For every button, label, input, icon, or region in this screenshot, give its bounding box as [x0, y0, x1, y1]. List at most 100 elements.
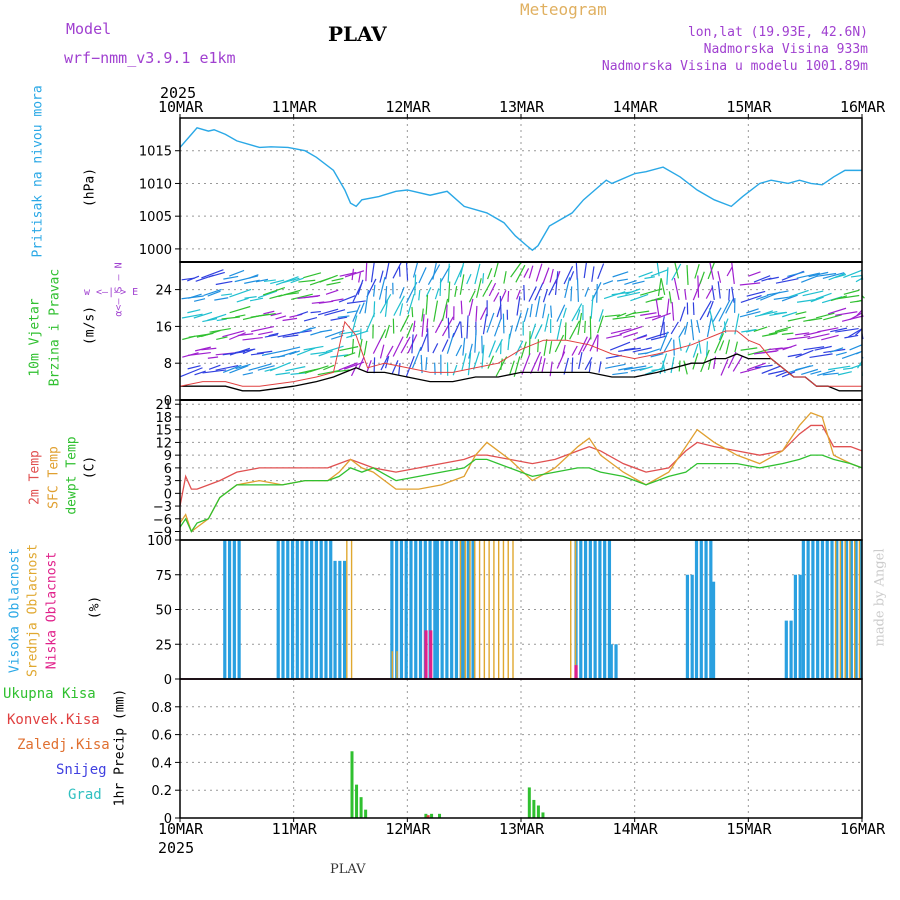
wind-arrow: [740, 347, 758, 351]
y-tick-label: 0: [164, 673, 172, 688]
wind-arrow: [215, 365, 239, 371]
wind-arrow: [644, 348, 660, 355]
wind-arrow: [596, 334, 599, 352]
wind-arrow: [303, 272, 322, 279]
wind-arrow: [807, 333, 830, 340]
wind-arrow: [365, 312, 376, 332]
x-tick-label: 15MAR: [726, 820, 772, 838]
y-tick-label: 100: [147, 534, 172, 549]
cloud-bar-high: [614, 644, 618, 679]
cloud-bar-low: [424, 630, 428, 679]
wind-arrow: [282, 334, 299, 338]
cloud-bar-high: [593, 540, 597, 679]
wind-arrow: [843, 269, 863, 279]
wind-arrow: [686, 265, 689, 285]
wind-arrow: [282, 277, 300, 284]
y-tick-label: 50: [155, 604, 172, 619]
dewpt-line: [179, 454, 863, 533]
wind-arrow: [619, 325, 643, 335]
wind-arrow: [817, 327, 839, 333]
wind-arrow: [584, 287, 590, 297]
wind-arrow: [655, 298, 660, 317]
wind-arrow: [324, 330, 345, 339]
wind-arrow: [418, 289, 421, 301]
wind-arrow: [499, 295, 502, 320]
model-altitude: Nadmorska Visina u modelu 1001.89m: [601, 59, 868, 74]
precip-snow-label: Snijeg: [56, 762, 107, 778]
wind-arrow: [535, 263, 543, 282]
precip-bar-total: [536, 805, 540, 818]
wind-arrow: [632, 280, 645, 285]
wind-arrow: [468, 298, 474, 316]
x-tick-label: 12MAR: [385, 98, 431, 116]
wind-arrow: [534, 282, 544, 301]
wind-arrow: [433, 300, 439, 322]
wind-arrow: [326, 281, 341, 286]
wind-arrow: [530, 351, 541, 374]
wind-arrow: [781, 294, 798, 302]
cloud-bar-high: [281, 540, 285, 679]
wind-arrow: [810, 370, 822, 375]
wind-arrow: [269, 361, 291, 372]
wind-arrow: [616, 312, 627, 318]
wind-arrow: [488, 282, 497, 297]
wind-arrow: [493, 318, 502, 337]
cloud-bar-high: [839, 540, 844, 679]
wind-arrow: [640, 312, 657, 316]
wind-arrow: [201, 329, 221, 338]
wind-arrow: [324, 309, 346, 316]
wind-arrow: [418, 267, 427, 284]
wind-arrow: [754, 310, 778, 318]
wind-arrow: [856, 299, 863, 303]
wind-arrow: [630, 293, 649, 302]
wind-arrow: [541, 357, 546, 374]
wind-arrow: [229, 269, 245, 277]
cloud-bar-high: [609, 644, 613, 679]
wind-arrow: [468, 290, 476, 303]
wind-arrow: [479, 307, 488, 321]
wind-arrow: [564, 277, 571, 299]
wind-arrow: [373, 301, 376, 318]
wind-arrow: [659, 331, 669, 352]
wind-arrow: [816, 272, 837, 277]
wind-arrow: [515, 264, 526, 283]
wind-arrow: [283, 346, 301, 352]
wind-arrow: [549, 268, 554, 283]
wind-arrow: [768, 370, 785, 375]
wind-arrow: [203, 288, 222, 297]
wind-arrow: [835, 351, 847, 356]
wind-arrow: [325, 289, 339, 295]
precip-bar-total: [355, 784, 359, 818]
wind-arrow: [262, 286, 286, 296]
wind-arrow: [352, 304, 361, 323]
wind-arrow: [261, 349, 286, 356]
wind-arrow: [753, 326, 768, 333]
cloud-bar-high: [290, 540, 295, 679]
wind-arrow: [515, 340, 524, 356]
wind-arrow: [237, 333, 254, 337]
wind-arrow: [181, 313, 203, 319]
wind-arrow: [578, 351, 583, 370]
wind-arrow: [671, 302, 675, 321]
cloud-bar-high: [583, 540, 588, 679]
wind-arrow: [612, 371, 628, 376]
wind-arrow: [291, 293, 313, 301]
wind-arrow: [787, 316, 806, 322]
wind-arrow: [734, 341, 738, 353]
wind-arrow: [426, 318, 429, 333]
wind-arrow: [650, 269, 668, 277]
cloud-bar-high: [709, 540, 713, 679]
x-tick-label: 10MAR: [158, 98, 204, 116]
x-tick-label: 11MAR: [271, 820, 317, 838]
year-bottom: 2025: [158, 839, 195, 857]
cloud-bar-high: [793, 574, 797, 679]
wind-arrow: [571, 345, 578, 356]
wind-arrow: [482, 273, 485, 284]
wind-arrow: [303, 317, 318, 322]
wind-arrow: [257, 365, 275, 371]
wind-arrow: [624, 280, 637, 286]
x-tick-label: 13MAR: [499, 98, 545, 116]
precip-conv-label: Konvek.Kisa: [7, 712, 100, 728]
cloud-bar-high: [699, 540, 703, 679]
wind-arrow: [636, 334, 648, 339]
